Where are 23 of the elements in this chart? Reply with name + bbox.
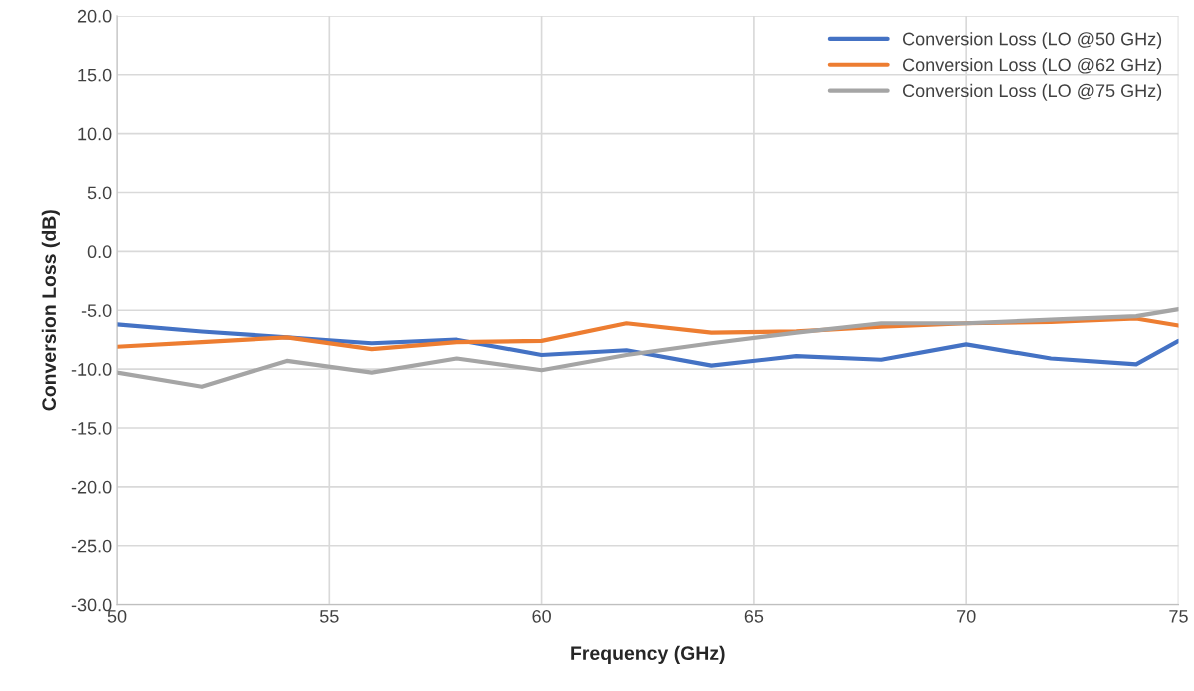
y-tick-label: -20.0: [71, 480, 112, 494]
y-tick-label: -10.0: [71, 363, 112, 376]
x-tick-label: 65: [744, 609, 764, 623]
y-tick-label: -25.0: [71, 539, 112, 553]
y-tick-label: 20.0: [77, 9, 112, 23]
legend-label: Conversion Loss (LO @62 GHz): [902, 58, 1162, 75]
x-tick-label: 70: [957, 609, 976, 623]
line-series: [117, 306, 1179, 389]
y-tick-label: -5.0: [81, 304, 112, 317]
y-tick-label: 5.0: [87, 186, 112, 200]
x-tick-label: 75: [1169, 610, 1188, 623]
y-tick-label: 0.0: [87, 245, 112, 259]
x-axis-title: Frequency (GHz): [571, 645, 725, 664]
legend-label: Conversion Loss (LO @50 GHz): [902, 32, 1162, 49]
y-tick-label: 10.0: [78, 127, 112, 141]
y-tick-label: -30.0: [71, 598, 112, 612]
y-tick-label: -15.0: [71, 421, 112, 435]
y-tick-label: 15.0: [78, 68, 112, 82]
line-series: [117, 322, 1179, 368]
y-axis-title: Conversion Loss (dB): [41, 210, 60, 411]
x-tick-label: 55: [319, 610, 339, 623]
x-tick-label: 60: [532, 609, 551, 623]
legend-label: Conversion Loss (LO @75 GHz): [902, 83, 1162, 101]
